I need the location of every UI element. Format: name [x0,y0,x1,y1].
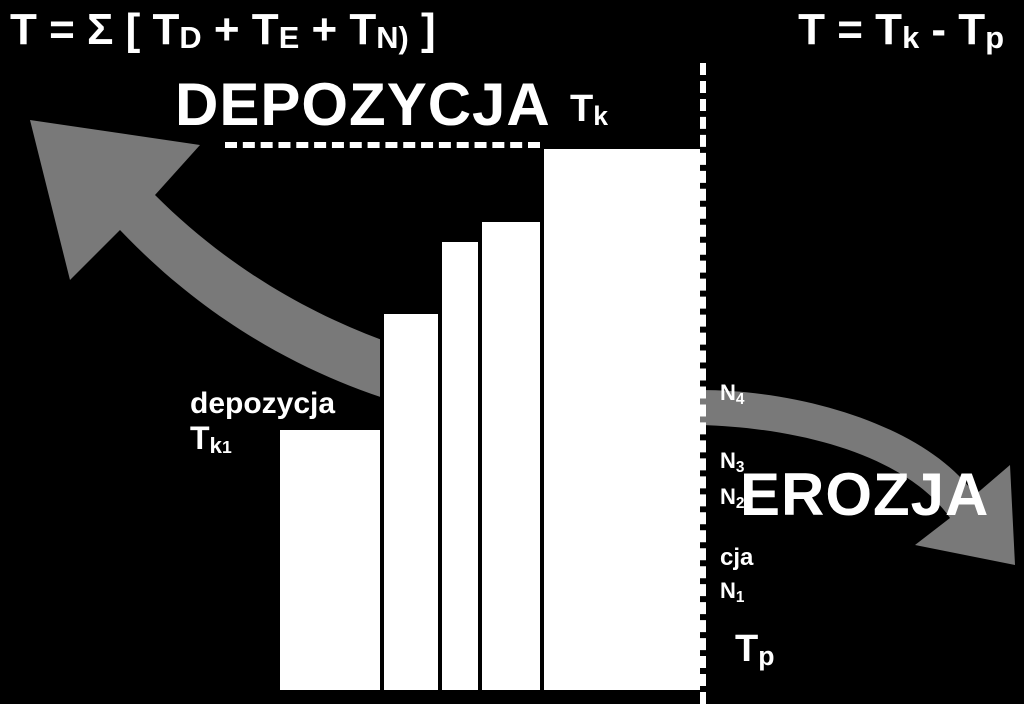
label-tp: Tp [735,628,774,671]
bar-4 [540,145,700,690]
formula-right: T = Tk - Tp [798,5,1004,55]
bar-top-border-4 [540,145,700,149]
bar-left-border-2 [438,238,442,690]
title-erozja: EROZJA [740,460,989,529]
label-depozycja-small: depozycja [190,387,335,421]
bar-left-border-3 [478,218,482,690]
dashed-tk-line [225,142,540,148]
label-n4: N4 [720,380,744,406]
bar-left-border-4 [540,145,544,690]
label-cja: cja [720,544,753,572]
title-depozycja: DEPOZYCJA [175,70,551,139]
bar-left-border-1 [380,310,384,690]
label-tk: Tk [570,88,608,131]
formula-left: T = Σ [ TD + TE + TN) ] [10,5,436,55]
dashed-vertical [700,63,706,704]
label-tk1: Tk1 [190,420,232,457]
label-n1: N1 [720,578,744,604]
